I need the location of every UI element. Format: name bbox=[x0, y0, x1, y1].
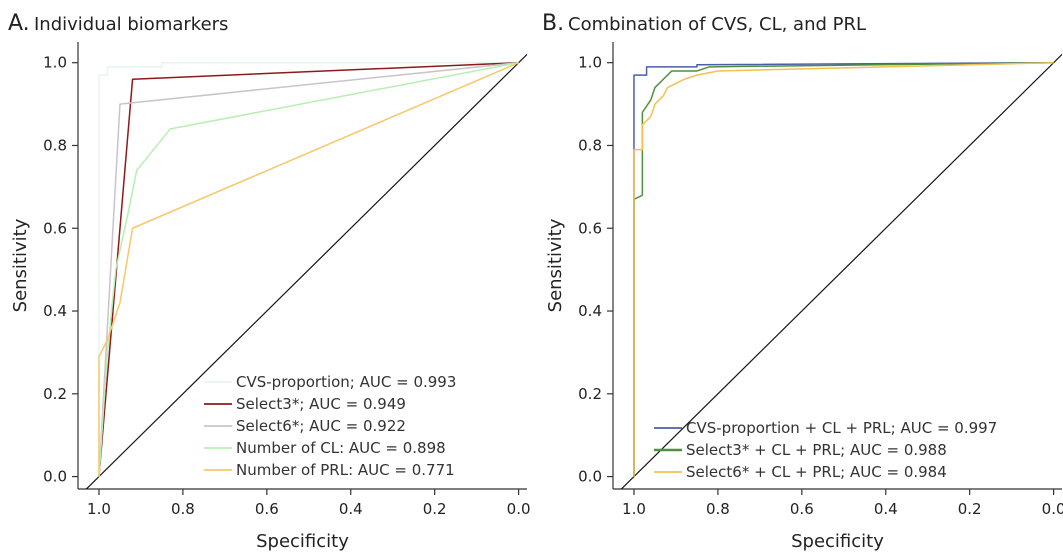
chart-panel-0: A. Individual biomarkers 1.0 0.8 0.6 0.4 0.2 0.… bbox=[8, 11, 531, 552]
panel-title: Individual biomarkers bbox=[34, 14, 228, 35]
legend-label: Number of CL: AUC = 0.898 bbox=[236, 439, 446, 457]
x-axis-title: Specificity bbox=[256, 531, 349, 552]
roc-curve-0 bbox=[633, 61, 1054, 477]
legend-label: Select6*; AUC = 0.922 bbox=[236, 417, 406, 435]
y-tick-label: 0.6 bbox=[578, 219, 602, 237]
x-tick-label: 0.0 bbox=[507, 500, 531, 518]
legend-label: CVS-proportion + CL + PRL; AUC = 0.997 bbox=[686, 419, 997, 437]
panel-title: Combination of CVS, CL, and PRL bbox=[568, 14, 866, 35]
roc-curve-0 bbox=[98, 61, 519, 477]
roc-curve-3 bbox=[98, 61, 519, 477]
x-tick-label: 0.2 bbox=[958, 500, 982, 518]
x-tick-label: 0.8 bbox=[171, 500, 195, 518]
legend-label: CVS-proportion; AUC = 0.993 bbox=[236, 373, 456, 391]
chance-diagonal bbox=[85, 53, 527, 489]
y-tick-label: 0.0 bbox=[43, 468, 67, 486]
y-axis-title: Sensitivity bbox=[10, 218, 31, 312]
x-tick-label: 0.6 bbox=[255, 500, 279, 518]
y-tick-label: 0.4 bbox=[578, 302, 602, 320]
roc-curve-1 bbox=[633, 61, 1054, 477]
x-tick-label: 0.0 bbox=[1042, 500, 1063, 518]
legend-label: Number of PRL: AUC = 0.771 bbox=[236, 461, 455, 479]
x-axis-title: Specificity bbox=[791, 531, 884, 552]
roc-curve-2 bbox=[633, 61, 1054, 477]
roc-curve-2 bbox=[98, 61, 519, 477]
panel-letter: B. bbox=[542, 11, 564, 36]
legend-label: Select3* + CL + PRL; AUC = 0.988 bbox=[686, 441, 947, 459]
x-tick-label: 1.0 bbox=[622, 500, 646, 518]
roc-curve-1 bbox=[98, 61, 519, 477]
x-tick-label: 0.4 bbox=[874, 500, 898, 518]
legend-label: Select6* + CL + PRL; AUC = 0.984 bbox=[686, 463, 947, 481]
y-tick-label: 1.0 bbox=[578, 54, 602, 72]
legend-label: Select3*; AUC = 0.949 bbox=[236, 395, 406, 413]
y-tick-label: 0.0 bbox=[578, 468, 602, 486]
roc-curve-4 bbox=[98, 62, 519, 477]
x-tick-label: 0.2 bbox=[423, 500, 447, 518]
chance-diagonal bbox=[620, 53, 1062, 489]
plot-area bbox=[85, 53, 527, 489]
chart-panel-1: B. Combination of CVS, CL, and PRL 1.0 0.8 0… bbox=[542, 11, 1063, 552]
x-tick-label: 0.8 bbox=[706, 500, 730, 518]
y-tick-label: 0.4 bbox=[43, 302, 67, 320]
y-tick-label: 0.8 bbox=[43, 136, 67, 154]
plot-area bbox=[620, 53, 1062, 489]
panel-letter: A. bbox=[8, 11, 30, 36]
y-tick-label: 0.2 bbox=[578, 385, 602, 403]
y-tick-label: 0.8 bbox=[578, 136, 602, 154]
x-tick-label: 0.6 bbox=[790, 500, 814, 518]
y-tick-label: 0.6 bbox=[43, 219, 67, 237]
y-tick-label: 1.0 bbox=[43, 54, 67, 72]
y-axis-title: Sensitivity bbox=[545, 218, 566, 312]
x-tick-label: 1.0 bbox=[87, 500, 111, 518]
x-tick-label: 0.4 bbox=[339, 500, 363, 518]
y-tick-label: 0.2 bbox=[43, 385, 67, 403]
